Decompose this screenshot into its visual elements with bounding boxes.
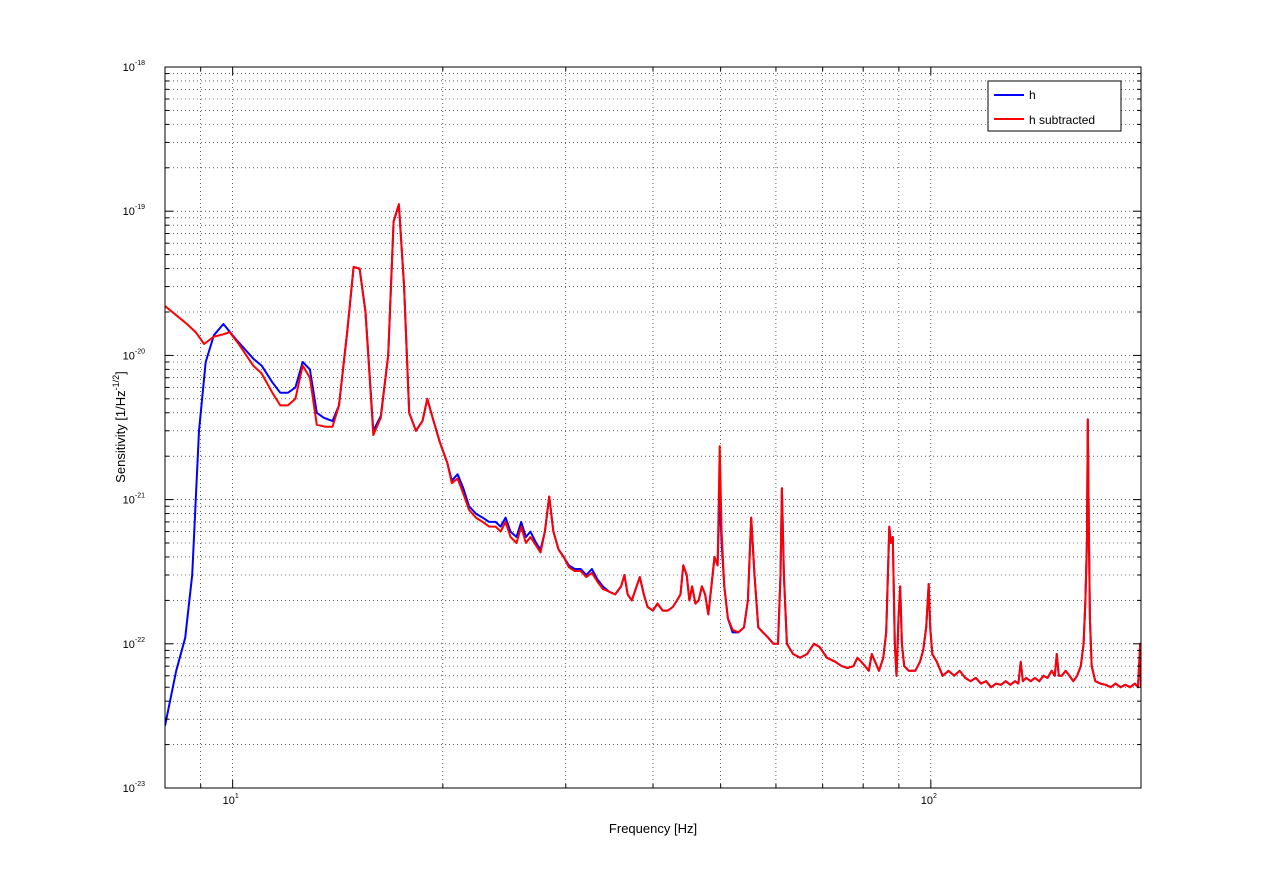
legend-label-h: h	[1029, 88, 1036, 102]
x-tick-label-base: 10	[223, 795, 235, 807]
legend: h h subtracted	[987, 80, 1122, 132]
y-axis-label-main: Sensitivity [1/Hz	[113, 390, 128, 482]
x-tick-label-base: 10	[921, 795, 933, 807]
series-line-h-subtracted	[165, 203, 1141, 689]
y-tick-label-exponent: -22	[135, 637, 145, 644]
y-tick-label: 10-19	[123, 204, 145, 218]
x-axis-label: Frequency [Hz]	[609, 821, 697, 836]
series-layer	[165, 203, 1141, 726]
y-tick-label-exponent: -20	[135, 348, 145, 355]
y-tick-label: 10-23	[123, 781, 145, 795]
x-tick-label: 101	[223, 793, 239, 807]
y-tick-label-exponent: -19	[135, 204, 145, 211]
y-tick-label-base: 10	[123, 783, 135, 795]
y-tick-label-exponent: -23	[135, 781, 145, 788]
y-axis-label: Sensitivity [1/Hz-1/2]	[111, 371, 128, 483]
x-tick-label-exponent: 1	[235, 793, 239, 800]
x-tick-label: 102	[921, 793, 937, 807]
plot-area	[165, 203, 1141, 726]
y-axis-label-suffix: ]	[113, 371, 128, 375]
legend-box	[987, 80, 1122, 132]
y-tick-label-base: 10	[123, 639, 135, 651]
y-tick-label: 10-20	[123, 348, 145, 362]
grid	[165, 67, 1141, 788]
y-tick-label-base: 10	[123, 206, 135, 218]
axis-ticks	[165, 67, 1141, 788]
y-tick-label-base: 10	[123, 350, 135, 362]
legend-label-h-subtracted: h subtracted	[1029, 113, 1095, 127]
y-tick-label-exponent: -21	[135, 493, 145, 500]
y-tick-label: 10-18	[123, 60, 145, 74]
y-tick-label: 10-21	[123, 493, 145, 507]
y-tick-label-base: 10	[123, 495, 135, 507]
x-tick-label-exponent: 2	[933, 793, 937, 800]
y-tick-label: 10-22	[123, 637, 145, 651]
y-axis-label-exponent: -1/2	[111, 375, 121, 391]
y-tick-label-base: 10	[123, 62, 135, 74]
y-tick-label-exponent: -18	[135, 60, 145, 67]
